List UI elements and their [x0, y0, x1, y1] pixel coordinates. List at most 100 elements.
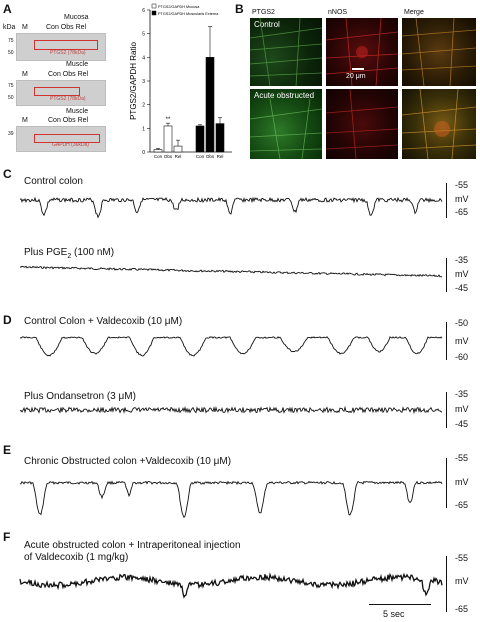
- trace-line: [19, 265, 443, 278]
- time-scale-bar: [369, 604, 431, 605]
- time-scale-label: 5 sec: [383, 609, 405, 619]
- scale-unit: mV: [455, 336, 469, 346]
- legend-swatch: [151, 3, 157, 9]
- y-tick-label: 0: [142, 150, 145, 156]
- mw-label: 75: [8, 83, 14, 89]
- mw-label: 75: [8, 38, 14, 44]
- voltage-scale-bar: [446, 556, 447, 612]
- trace-chronic-obstructed: [20, 480, 443, 519]
- trace-ondansetron: [19, 405, 443, 415]
- scale-unit: mV: [455, 269, 469, 279]
- y-axis-label: PTGS2/GAPDH Ratio: [129, 42, 138, 120]
- row-label-control: Control: [254, 20, 280, 29]
- category-label: Rel: [217, 154, 224, 159]
- voltage-scale-bar: [446, 458, 447, 508]
- micrograph-control-ptgs2: Control: [250, 18, 322, 86]
- voltage-scale-bar: [446, 258, 447, 292]
- lane-labels: Con Obs Rel: [46, 24, 87, 31]
- lane-labels: Con Obs Rel: [48, 71, 89, 78]
- micrograph-control-merge: [402, 18, 476, 86]
- lane-labels: Con Obs Rel: [48, 117, 89, 124]
- bar: [195, 125, 205, 153]
- band-label-gapdh: GAPDH (36kDa): [52, 142, 89, 148]
- scale-top: -55: [455, 180, 469, 190]
- panel-label-c: C: [3, 167, 12, 181]
- col-label-nnos: nNOS: [328, 9, 348, 16]
- pge-text: Plus PGE: [24, 247, 68, 258]
- trace-line: [19, 336, 443, 357]
- panel-label-e: E: [3, 443, 12, 457]
- micrograph-obstructed-nnos: [326, 89, 398, 159]
- trace-line: [19, 196, 443, 219]
- scale-bar-line: [352, 68, 364, 70]
- bar: [153, 149, 163, 153]
- trace-line: [20, 480, 443, 519]
- legend-swatch: [151, 10, 157, 16]
- trace-line: [19, 405, 443, 415]
- col-label-merge: Merge: [404, 9, 424, 16]
- mucosa-title: Mucosa: [64, 14, 89, 21]
- band-box-mucosa: [34, 40, 98, 50]
- mw-label: 50: [8, 95, 14, 101]
- y-tick-label: 4: [142, 55, 145, 61]
- micrograph-obstructed-merge: [402, 89, 476, 159]
- mw-label: 50: [8, 50, 14, 56]
- fiber-texture: [326, 18, 398, 86]
- band-box-gapdh: [34, 134, 100, 143]
- col-label-ptgs2: PTGS2: [252, 9, 275, 16]
- category-label: Rel: [175, 154, 182, 159]
- trace-pge2: [19, 265, 443, 278]
- bar: [163, 125, 173, 153]
- category-label: Obs: [206, 154, 215, 159]
- category-label: Obs: [164, 154, 173, 159]
- scale-top: -35: [455, 389, 469, 399]
- legend-label: PTGS2/GAPDH Mucosa: [158, 5, 200, 9]
- bar: [173, 145, 183, 153]
- scale-unit: mV: [455, 404, 469, 414]
- y-tick-label: 6: [142, 8, 145, 14]
- bar: [205, 57, 215, 153]
- muscle-title-1: Muscle: [66, 61, 89, 68]
- micrograph-obstructed-ptgs2: Acute obstructed: [250, 89, 322, 159]
- panel-label-d: D: [3, 313, 12, 327]
- fiber-texture: [250, 18, 322, 86]
- scale-unit: mV: [455, 194, 469, 204]
- scale-bottom: -65: [455, 604, 469, 614]
- bar: [215, 123, 225, 153]
- fiber-texture: [402, 18, 476, 86]
- western-blot-mucosa: [16, 33, 106, 61]
- kda-label: kDa: [3, 24, 16, 31]
- scale-bottom: -65: [455, 207, 469, 217]
- scale-bar-label: 20 μm: [346, 73, 366, 80]
- marker-label: M: [22, 71, 28, 78]
- y-tick-label: 1: [142, 126, 145, 132]
- scale-top: -35: [455, 255, 469, 265]
- scale-top: -55: [455, 553, 469, 563]
- micrograph-control-nnos: 20 μm: [326, 18, 398, 86]
- scale-unit: mV: [455, 576, 469, 586]
- pge-subscript: 2: [67, 253, 72, 260]
- y-tick-label: 3: [142, 79, 145, 85]
- band-label-mucosa: PTGS2 (78kDa): [50, 50, 86, 56]
- voltage-scale-bar: [446, 183, 447, 218]
- band-label-muscle: PTGS2 (78kDa): [50, 96, 86, 102]
- trace-caption-acute: Acute obstructed colon + Intraperitoneal…: [24, 540, 241, 551]
- trace-line: [19, 572, 443, 599]
- scale-top: -55: [455, 453, 469, 463]
- scale-bottom: -60: [455, 352, 469, 362]
- trace-caption-pge2: Plus PGE2 (100 nM): [24, 247, 114, 260]
- voltage-scale-bar: [446, 322, 447, 360]
- panel-label-b: B: [235, 2, 244, 16]
- trace-caption-chronic: Chronic Obstructed colon +Valdecoxib (10…: [24, 456, 232, 467]
- muscle-title-2: Muscle: [66, 108, 89, 115]
- fiber-texture: [250, 98, 322, 159]
- band-box-muscle: [34, 87, 80, 96]
- y-tick-label: 5: [142, 32, 145, 38]
- trace-control-colon: [19, 196, 443, 219]
- category-label: Con: [154, 154, 163, 159]
- scale-unit: mV: [455, 477, 469, 487]
- trace-caption-ondansetron: Plus Ondansetron (3 μM): [24, 391, 136, 402]
- panel-label-a: A: [3, 2, 12, 16]
- mw-label: 39: [8, 131, 14, 137]
